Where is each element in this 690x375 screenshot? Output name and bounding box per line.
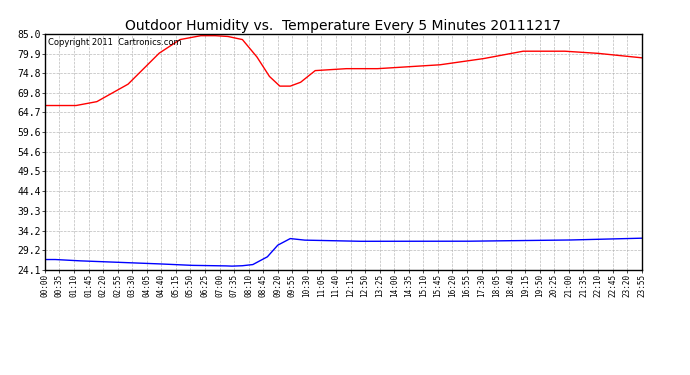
Title: Outdoor Humidity vs.  Temperature Every 5 Minutes 20111217: Outdoor Humidity vs. Temperature Every 5… — [126, 19, 561, 33]
Text: Copyright 2011  Cartronics.com: Copyright 2011 Cartronics.com — [48, 39, 181, 48]
